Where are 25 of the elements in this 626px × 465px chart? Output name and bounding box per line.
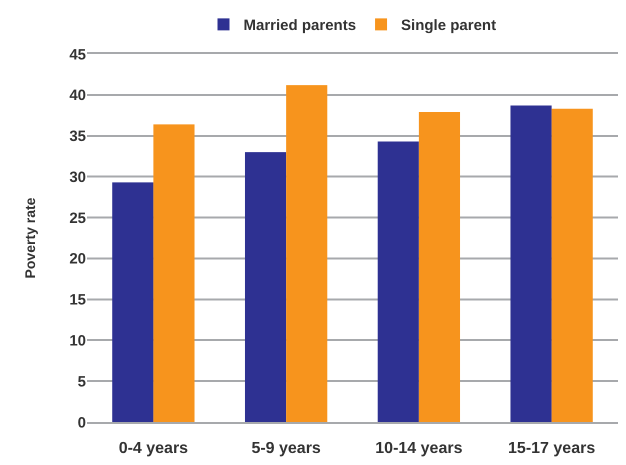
x-tick-label: 15-17 years [508, 440, 596, 457]
y-tick-label: 10 [69, 332, 86, 350]
y-tick-label: 25 [69, 210, 86, 227]
bar [153, 124, 195, 422]
y-tick-label: 35 [69, 128, 86, 146]
y-tick-label: 30 [69, 168, 86, 186]
y-tick-label: 20 [69, 250, 86, 268]
bar [112, 182, 154, 422]
legend-label: Single parent [401, 17, 496, 34]
x-tick-label: 0-4 years [118, 440, 188, 457]
bar [286, 85, 328, 422]
legend-label: Married parents [244, 17, 356, 34]
bar [244, 152, 286, 422]
y-tick-label: 15 [69, 292, 86, 309]
y-tick-label: 40 [69, 87, 86, 104]
x-tick-label: 5-9 years [251, 440, 321, 457]
y-tick-label: 5 [78, 373, 86, 390]
bar [418, 112, 460, 422]
x-tick-label: 10-14 years [375, 440, 463, 457]
bar [552, 108, 593, 422]
y-tick-label: 45 [69, 46, 86, 64]
y-tick-label: 0 [78, 414, 86, 432]
bar [510, 106, 552, 422]
y-axis-title: Poverty rate [22, 197, 38, 278]
bar [378, 142, 419, 422]
